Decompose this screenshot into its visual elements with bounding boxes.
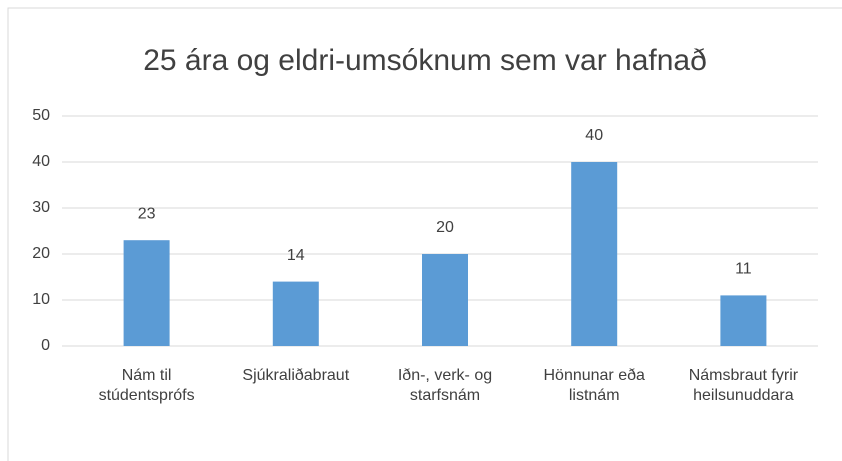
data-label: 11 — [735, 261, 752, 278]
bar — [720, 295, 767, 346]
data-label: 14 — [287, 247, 305, 264]
bar — [571, 162, 618, 346]
y-tick-label: 20 — [32, 245, 50, 262]
y-tick-label: 30 — [32, 199, 50, 216]
chart-frame — [7, 7, 842, 461]
bar — [422, 254, 468, 346]
y-tick-label: 10 — [32, 291, 50, 308]
x-tick-label: Námsbraut fyrir heilsunuddara — [689, 367, 799, 404]
x-tick-label: Hönnunar eða listnám — [543, 367, 645, 404]
x-tick-label: Sjúkraliðabraut — [242, 367, 349, 384]
x-tick-label: Nám til stúdentsprófs — [99, 367, 195, 404]
chart-title: 25 ára og eldri-umsóknum sem var hafnað — [143, 44, 707, 77]
data-label: 23 — [138, 205, 156, 222]
bar — [123, 240, 170, 346]
y-tick-label: 40 — [32, 153, 50, 170]
data-label: 20 — [436, 219, 454, 236]
bar — [272, 281, 319, 346]
x-tick-label: Iðn-, verk- og starfsnám — [398, 367, 492, 404]
y-tick-label: 50 — [32, 107, 50, 124]
data-label: 40 — [585, 127, 603, 144]
y-tick-label: 0 — [41, 337, 50, 354]
